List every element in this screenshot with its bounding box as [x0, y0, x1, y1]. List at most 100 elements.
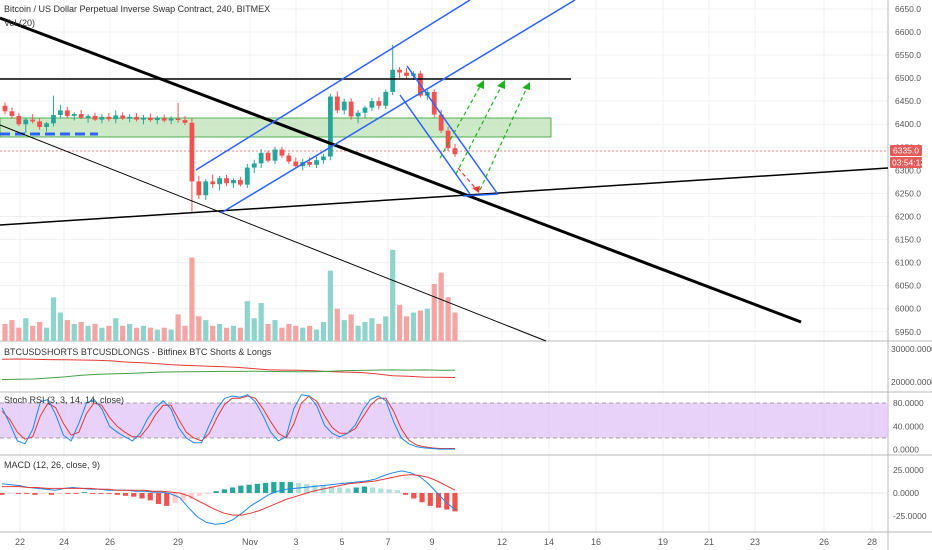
volume-bar	[71, 323, 77, 341]
volume-bar	[334, 308, 340, 341]
candle-body	[397, 69, 403, 73]
candle-body	[37, 121, 43, 127]
candle-body	[9, 111, 15, 116]
volume-bar	[78, 322, 84, 341]
shorts-longs-lines	[1, 358, 456, 381]
macd-histogram-bar	[32, 493, 38, 495]
macd-histogram-bar	[419, 493, 425, 503]
macd-histogram-bar	[15, 493, 22, 494]
candle-body	[307, 162, 313, 165]
last-price-tag: 6335.0	[893, 146, 919, 156]
volume-bar	[251, 318, 257, 341]
date-tick-label: 21	[704, 537, 714, 547]
macd-histogram-bar	[411, 493, 417, 499]
price-tick-label: 6450.0	[895, 96, 921, 106]
volume-bar	[355, 325, 361, 341]
candle-body	[161, 118, 167, 121]
candle-body	[376, 101, 382, 106]
flag-bottom	[462, 193, 499, 197]
candle-body	[334, 96, 340, 111]
macd-histogram-bar	[48, 493, 55, 495]
price-axis: 6650.06600.06550.06500.06450.06400.06350…	[895, 4, 921, 337]
rising-support-line	[0, 167, 889, 226]
macd-tick-label: 25.0000	[893, 465, 924, 475]
candle-body	[210, 181, 216, 185]
shorts-longs-tick-label: 30000.0000	[891, 344, 932, 354]
macd-histogram-bar	[427, 493, 433, 506]
macd-histogram-bar	[213, 491, 219, 493]
volume-bar	[403, 316, 410, 341]
volume-bar	[16, 327, 22, 341]
volume-bar	[431, 284, 437, 341]
date-tick-label: 23	[750, 537, 760, 547]
volume-bar	[113, 318, 119, 341]
countdown-tag: 03:54:13	[892, 158, 925, 168]
candle-body	[445, 130, 451, 149]
macd-plot	[0, 470, 888, 525]
date-tick-label: 3	[293, 537, 298, 547]
price-tick-label: 6050.0	[895, 281, 921, 291]
price-tick-label: 6650.0	[895, 4, 921, 14]
volume-bar	[106, 325, 112, 341]
candle-body	[2, 105, 8, 112]
candle-body	[168, 118, 174, 121]
volume-bar	[99, 327, 105, 341]
channel-lower	[220, 0, 576, 214]
macd-histogram-bar	[271, 481, 277, 493]
candle-body	[237, 180, 243, 185]
candle-body	[355, 112, 361, 117]
macd-histogram-bar	[57, 493, 63, 494]
macd-histogram-bar	[345, 488, 351, 493]
macd-histogram-bar	[90, 493, 96, 494]
candle-body	[390, 69, 396, 92]
volume-bar	[307, 325, 313, 341]
macd-histogram-bar	[328, 486, 335, 493]
macd-histogram-bar	[287, 481, 293, 493]
volume-bar	[272, 320, 278, 341]
volume-bar	[320, 322, 327, 341]
candle-body	[92, 115, 98, 120]
volume-bar	[120, 325, 126, 341]
shorts-line	[1, 358, 456, 378]
macd-histogram-bar	[386, 489, 392, 493]
macd-histogram-bar	[394, 490, 400, 493]
volume-bar	[161, 327, 167, 341]
macd-histogram-bar	[24, 493, 30, 494]
price-tick-label: 6100.0	[895, 258, 921, 268]
stoch-rsi-lines	[1, 394, 455, 450]
candle-body	[341, 101, 347, 111]
macd-histogram-bar	[98, 493, 104, 494]
signal-line	[2, 474, 456, 516]
candle-body	[383, 91, 389, 106]
stoch-d-line	[1, 395, 455, 449]
volume-bar	[50, 297, 57, 341]
indicator-axes: 30000.0000 20000.0000 80.0000 40.0000 0.0000…	[891, 344, 932, 521]
grid	[0, 0, 888, 532]
price-tag: 6335.0 03:54:13	[890, 145, 925, 168]
volume-bar	[210, 325, 216, 341]
macd-histogram-bar	[114, 493, 120, 495]
macd-tick-label: -25.0000	[893, 511, 927, 521]
volume-bar	[175, 314, 181, 341]
macd-histogram-bar	[131, 493, 137, 497]
stoch-tick-label: 0.0000	[893, 445, 919, 455]
macd-histogram-bar	[254, 483, 260, 493]
volume-bar	[30, 325, 36, 341]
date-tick-label: Nov	[242, 537, 259, 547]
candle-body	[175, 118, 181, 121]
volume-bar	[327, 270, 333, 341]
volume-bar	[182, 325, 188, 341]
macd-histogram-bar	[172, 493, 178, 504]
candle-body	[203, 181, 209, 196]
macd-histogram-bar	[246, 484, 252, 493]
volume-bar	[313, 329, 320, 341]
macd-histogram-bar	[122, 493, 129, 496]
volume-bar	[92, 323, 98, 341]
volume-bar	[445, 297, 451, 341]
candle-body	[51, 115, 56, 124]
date-tick-label: 28	[867, 537, 877, 547]
macd-tick-label: 0.0000	[893, 488, 919, 498]
macd-histogram-bar	[40, 493, 46, 494]
stoch-k-line	[1, 394, 455, 450]
